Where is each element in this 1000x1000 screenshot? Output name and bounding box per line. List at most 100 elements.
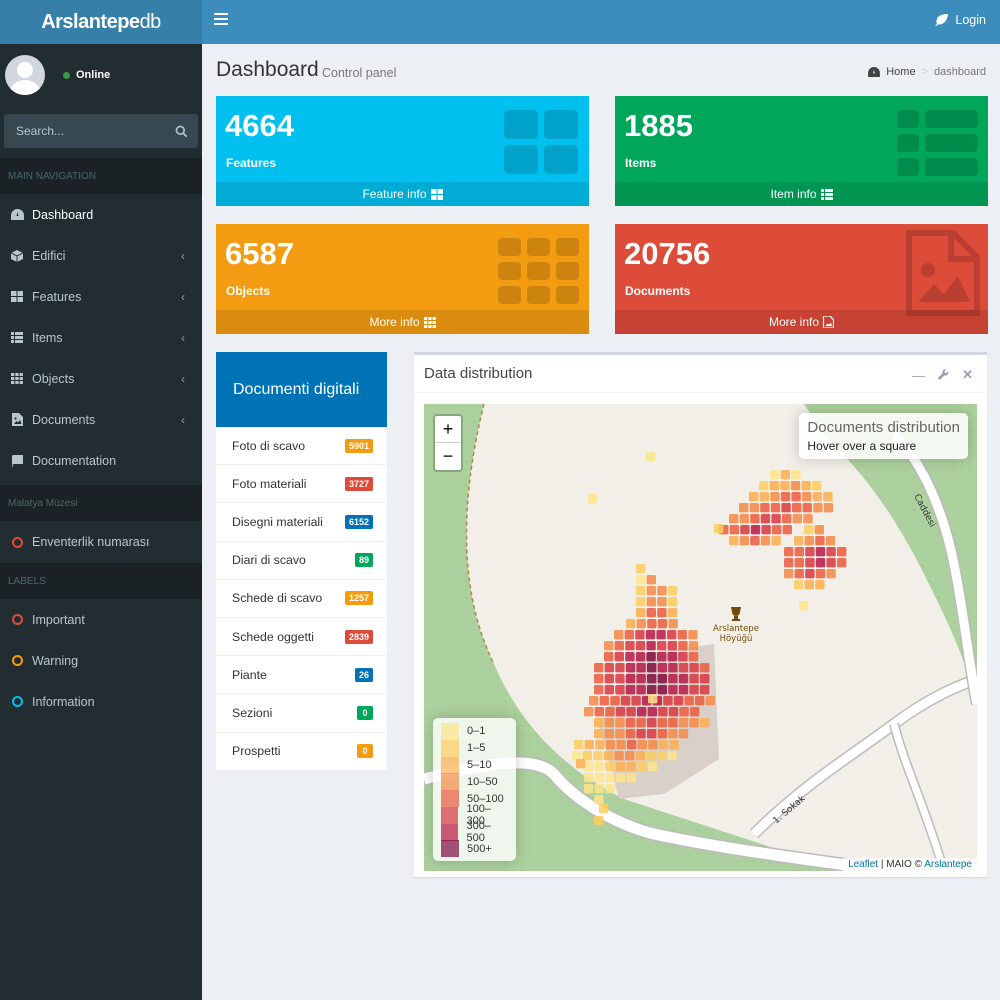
heatmap-cell[interactable] — [695, 696, 705, 706]
heatmap-cell[interactable] — [645, 630, 656, 640]
heatmap-cell[interactable] — [678, 663, 689, 673]
heatmap-cell[interactable] — [812, 481, 822, 491]
heatmap-cell[interactable] — [792, 503, 802, 513]
heatmap-cell[interactable] — [791, 492, 801, 502]
sidebar-label-information[interactable]: Information — [0, 681, 202, 722]
heatmap-cell[interactable] — [625, 652, 635, 662]
documenti-row[interactable]: Foto materiali 3727 — [216, 465, 387, 504]
heatmap-cell[interactable] — [740, 525, 750, 535]
heatmap-cell[interactable] — [584, 707, 594, 717]
heatmap-cell[interactable] — [804, 580, 814, 590]
heatmap-cell[interactable] — [604, 641, 614, 651]
heatmap-cell[interactable] — [636, 674, 646, 684]
items-info-link[interactable]: Item info — [615, 182, 988, 206]
heatmap-cell[interactable] — [635, 751, 645, 761]
heatmap-cell[interactable] — [837, 547, 847, 557]
heatmap-cell[interactable] — [572, 751, 582, 761]
heatmap-cell[interactable] — [667, 597, 678, 607]
heatmap-cell[interactable] — [657, 586, 667, 596]
heatmap-cell[interactable] — [790, 481, 801, 491]
heatmap-cell[interactable] — [610, 696, 620, 706]
heatmap-cell[interactable] — [761, 525, 771, 535]
heatmap-cell[interactable] — [605, 762, 615, 772]
heatmap-cell[interactable] — [604, 663, 614, 673]
heatmap-cell[interactable] — [794, 558, 804, 568]
heatmap-cell[interactable] — [635, 641, 646, 651]
heatmap-cell[interactable] — [604, 685, 614, 695]
heatmap-cell[interactable] — [594, 685, 604, 695]
heatmap-cell[interactable] — [678, 729, 689, 739]
heatmap-cell[interactable] — [802, 492, 812, 502]
documenti-row[interactable]: Disegni materiali 6152 — [216, 503, 387, 542]
heatmap-cell[interactable] — [605, 773, 615, 783]
heatmap-cell[interactable] — [646, 452, 656, 462]
heatmap-cell[interactable] — [625, 685, 636, 695]
heatmap-cell[interactable] — [760, 536, 771, 546]
heatmap-cell[interactable] — [689, 685, 699, 695]
heatmap-cell[interactable] — [647, 762, 657, 772]
collapse-icon[interactable]: — — [912, 367, 926, 383]
heatmap-cell[interactable] — [815, 580, 825, 590]
heatmap-cell[interactable] — [615, 685, 625, 695]
heatmap-cell[interactable] — [804, 525, 814, 535]
heatmap-cells[interactable] — [572, 452, 847, 826]
heatmap-cell[interactable] — [668, 707, 679, 717]
heatmap-cell[interactable] — [599, 696, 609, 706]
heatmap-cell[interactable] — [646, 751, 656, 761]
heatmap-cell[interactable] — [668, 663, 678, 673]
heatmap-cell[interactable] — [615, 762, 626, 772]
heatmap-cell[interactable] — [667, 751, 677, 761]
heatmap-cell[interactable] — [812, 492, 822, 502]
heatmap-cell[interactable] — [594, 718, 604, 728]
heatmap-cell[interactable] — [646, 641, 656, 651]
documenti-row[interactable]: Schede di scavo 1257 — [216, 580, 387, 618]
documenti-row[interactable]: Schede oggetti 2839 — [216, 618, 387, 657]
heatmap-cell[interactable] — [604, 718, 614, 728]
sidebar-item-items[interactable]: Items ‹ — [0, 317, 202, 358]
heatmap-cell[interactable] — [794, 536, 804, 546]
heatmap-cell[interactable] — [636, 586, 646, 596]
heatmap-cell[interactable] — [646, 575, 656, 585]
heatmap-cell[interactable] — [636, 608, 646, 618]
heatmap-cell[interactable] — [771, 514, 781, 524]
heatmap-cell[interactable] — [636, 663, 646, 673]
heatmap-cell[interactable] — [614, 652, 624, 662]
search-icon[interactable] — [175, 125, 188, 138]
heatmap-cell[interactable] — [647, 663, 657, 673]
heatmap-cell[interactable] — [626, 619, 636, 629]
heatmap-cell[interactable] — [823, 503, 834, 513]
heatmap-cell[interactable] — [784, 569, 794, 579]
heatmap-cell[interactable] — [750, 525, 761, 535]
documenti-row[interactable]: Sezioni 0 — [216, 694, 387, 733]
sidebar-item-dashboard[interactable]: Dashboard — [0, 194, 202, 235]
heatmap-cell[interactable] — [615, 663, 625, 673]
heatmap-cell[interactable] — [825, 536, 836, 546]
heatmap-cell[interactable] — [668, 674, 678, 684]
heatmap-cell[interactable] — [594, 663, 604, 673]
heatmap-cell[interactable] — [636, 597, 646, 607]
heatmap-cell[interactable] — [637, 707, 647, 717]
heatmap-cell[interactable] — [729, 525, 739, 535]
heatmap-cell[interactable] — [739, 503, 749, 513]
heatmap-cell[interactable] — [647, 707, 657, 717]
heatmap-cell[interactable] — [749, 492, 759, 502]
heatmap-cell[interactable] — [700, 685, 710, 695]
heatmap-cell[interactable] — [739, 536, 749, 546]
heatmap-cell[interactable] — [780, 492, 791, 502]
sidebar-item-objects[interactable]: Objects ‹ — [0, 358, 202, 399]
heatmap-cell[interactable] — [799, 601, 809, 611]
heatmap-cell[interactable] — [750, 536, 760, 546]
heatmap-cell[interactable] — [594, 773, 604, 783]
heatmap-cell[interactable] — [780, 481, 790, 491]
heatmap-cell[interactable] — [714, 524, 724, 534]
heatmap-cell[interactable] — [656, 751, 667, 761]
heatmap-cell[interactable] — [604, 674, 614, 684]
heatmap-cell[interactable] — [794, 547, 804, 557]
heatmap-cell[interactable] — [803, 514, 813, 524]
heatmap-cell[interactable] — [667, 586, 678, 596]
heatmap-cell[interactable] — [770, 503, 781, 513]
heatmap-cell[interactable] — [815, 536, 825, 546]
heatmap-cell[interactable] — [678, 685, 689, 695]
heatmap-cell[interactable] — [646, 608, 656, 618]
documenti-row[interactable]: Foto di scavo 5901 — [216, 427, 387, 466]
